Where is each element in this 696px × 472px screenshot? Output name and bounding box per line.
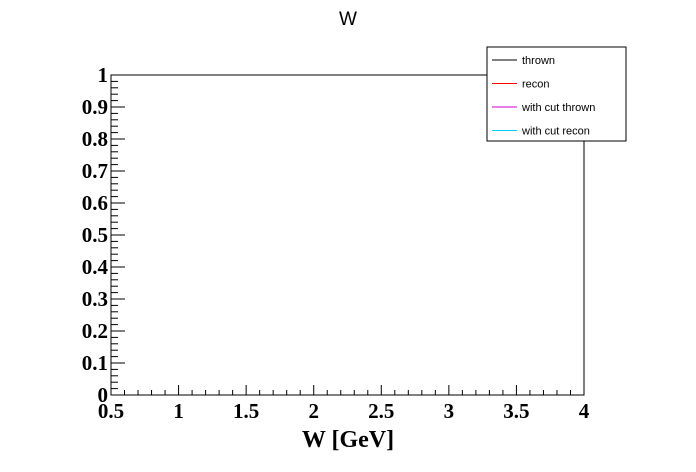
y-tick-label: 0.7 (82, 159, 108, 183)
x-tick-label: 2.5 (368, 399, 394, 423)
x-axis-title: W [GeV] (302, 427, 394, 453)
y-tick-label: 0.6 (82, 191, 108, 215)
legend-label: with cut thrown (521, 102, 595, 114)
y-axis-ticks (111, 74, 125, 396)
x-tick-label: 4 (579, 399, 590, 423)
legend-label: thrown (522, 55, 555, 67)
x-axis-ticks (110, 385, 585, 395)
y-tick-label: 0.4 (82, 255, 109, 279)
x-tick-label: 1 (173, 399, 184, 423)
y-tick-label: 1 (98, 63, 109, 87)
legend-box (486, 46, 627, 142)
legend-label: recon (522, 79, 550, 91)
y-tick-label: 0.1 (82, 351, 108, 375)
legend: thrown recon with cut thrown with cut recon (486, 46, 627, 142)
y-tick-label: 0.8 (82, 127, 108, 151)
legend-label: with cut recon (521, 126, 590, 138)
y-tick-label: 0.5 (82, 223, 108, 247)
x-tick-label: 2 (308, 399, 319, 423)
y-axis-tick-labels: 0 0.1 0.2 0.3 0.4 0.5 0.6 0.7 0.8 0.9 1 (82, 63, 109, 407)
y-tick-label: 0.3 (82, 287, 108, 311)
x-tick-label: 1.5 (233, 399, 259, 423)
x-tick-label: 3.5 (503, 399, 529, 423)
y-tick-label: 0 (98, 383, 109, 407)
chart-title: W (339, 9, 357, 30)
legend-entries: thrown recon with cut thrown with cut recon (492, 55, 595, 138)
y-tick-label: 0.2 (82, 319, 108, 343)
x-tick-label: 0.5 (98, 399, 124, 423)
x-tick-label: 3 (444, 399, 455, 423)
y-tick-label: 0.9 (82, 95, 108, 119)
x-axis-tick-labels: 0.5 1 1.5 2 2.5 3 3.5 4 (98, 399, 590, 423)
